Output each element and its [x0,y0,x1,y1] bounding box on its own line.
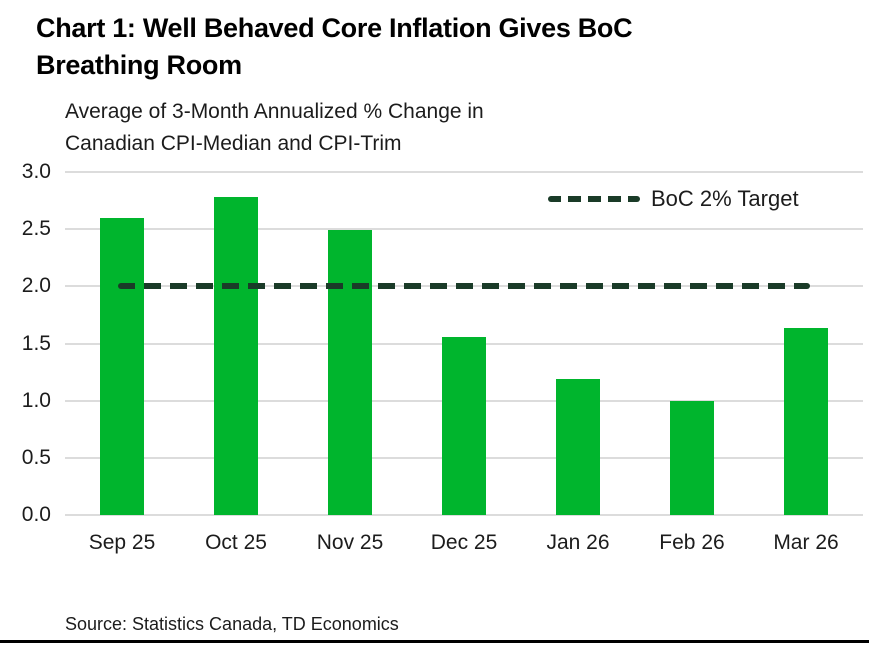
bottom-divider [0,640,869,643]
y-tick-label: 2.0 [21,274,51,298]
bar [442,336,486,515]
dashed-line-legend-swatch [548,196,640,202]
chart-title-line-2: Breathing Room [36,50,242,80]
chart-subtitle: Average of 3-Month Annualized % Change i… [65,96,665,160]
bar [100,217,144,515]
plot-area: BoC 2% Target 3.0 2.5 2.0 1.5 1.0 0.5 0.0 Sep 2… [22,160,863,554]
x-tick-label: Sep 25 [88,531,156,554]
chart-title-line-1: Chart 1: Well Behaved Core Inflation Giv… [36,13,633,43]
gridline [65,171,863,173]
y-tick-label: 1.0 [21,388,51,412]
source-note: Source: Statistics Canada, TD Economics [65,614,399,634]
y-tick-label: 2.5 [21,217,51,241]
y-tick-label: 0.0 [21,503,51,526]
x-tick-label: Oct 25 [205,531,267,554]
x-tick-label: Feb 26 [659,531,725,554]
y-tick-label: 1.5 [21,331,51,355]
x-tick-label: Jan 26 [546,531,610,554]
chart-subtitle-line-2: Canadian CPI-Median and CPI-Trim [65,132,402,155]
gridline [65,514,863,516]
target-reference-line [118,283,810,290]
legend-label: BoC 2% Target [651,186,799,211]
bar [784,327,828,515]
chart-title: Chart 1: Well Behaved Core Inflation Giv… [36,10,816,84]
x-tick-label: Mar 26 [773,531,839,554]
legend: BoC 2% Target [548,186,799,212]
bar [328,230,372,515]
y-tick-label: 0.5 [21,445,51,469]
x-tick-label: Dec 25 [430,531,498,554]
bar [670,400,714,515]
bar [556,378,600,515]
gridline [65,228,863,231]
bar [214,197,258,515]
y-tick-label: 3.0 [21,160,51,183]
x-tick-label: Nov 25 [316,531,384,554]
chart-subtitle-line-1: Average of 3-Month Annualized % Change i… [65,100,484,123]
